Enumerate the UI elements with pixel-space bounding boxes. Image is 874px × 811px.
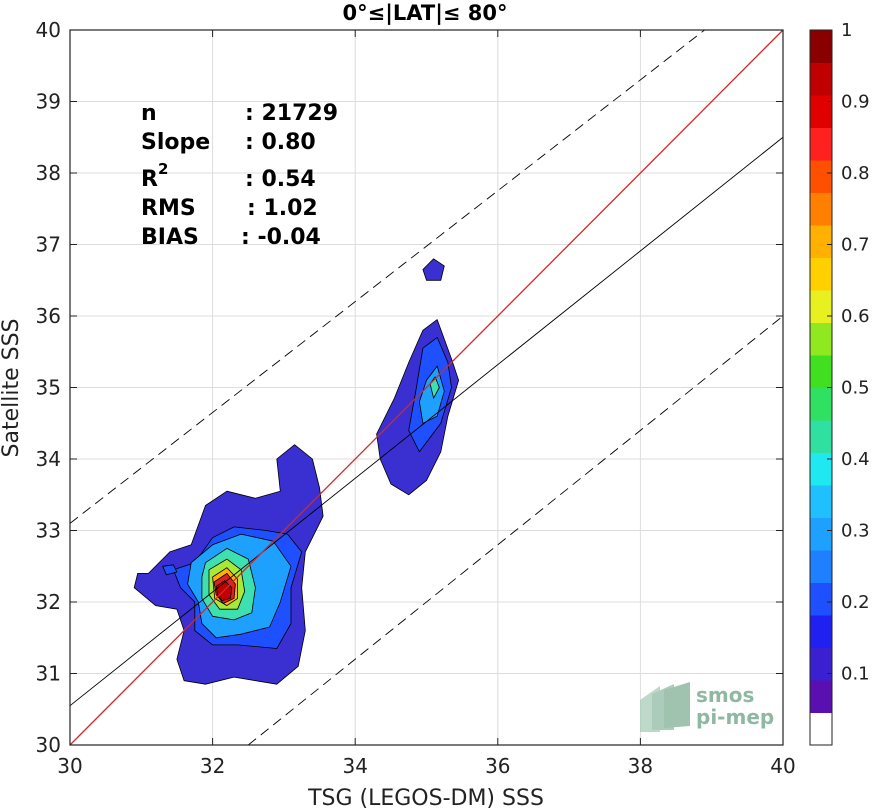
colorbar-swatch: [810, 62, 832, 96]
colorbar-swatch: [810, 290, 832, 323]
reference-lines: [69, 29, 784, 746]
colorbar-swatch: [810, 192, 832, 226]
bound-upper-line: [69, 29, 705, 524]
colorbar-swatch: [810, 452, 832, 486]
y-tick-label: 36: [36, 304, 61, 328]
colorbar-swatch: [810, 387, 832, 421]
y-tick-label: 32: [36, 590, 61, 614]
colorbar-swatch: [810, 420, 832, 453]
colorbar-tick-label: 0.1: [841, 664, 870, 685]
colorbar-tick-label: 0.6: [841, 306, 870, 327]
y-axis-label: Satellite SSS: [0, 319, 24, 458]
stat-rms-value: : 1.02: [247, 196, 318, 221]
logo-text-line2: pi-mep: [696, 705, 774, 729]
y-tick-label: 35: [36, 376, 61, 400]
logo-text-line1: smos: [696, 683, 754, 707]
colorbar-swatch: [810, 517, 832, 551]
chart-title: 0°≤|LAT|≤ 80°: [342, 1, 507, 26]
stat-r2-label: R2: [141, 160, 168, 192]
stats-block: n : 21729 Slope : 0.80 R2 : 0.54 RMS : 1…: [141, 101, 338, 250]
stat-n-label: n: [141, 101, 157, 126]
y-tick-label: 34: [36, 447, 61, 471]
stat-n-value: : 21729: [245, 101, 338, 126]
colorbar-swatch: [810, 712, 832, 746]
y-tick-label: 30: [36, 733, 61, 757]
colorbar-tick-label: 0.4: [841, 449, 870, 470]
smos-pimep-logo: smos pi-mep: [640, 682, 774, 732]
regression-line: [69, 136, 784, 707]
x-tick-label: 30: [57, 754, 82, 778]
stat-bias-label: BIAS: [141, 225, 199, 250]
stat-bias-value: : -0.04: [241, 225, 321, 250]
logo-mark-icon: [640, 682, 690, 732]
stat-r2-base: R: [141, 167, 158, 192]
colorbar-swatch: [810, 647, 832, 681]
x-tick-label: 38: [628, 754, 653, 778]
colorbar-tick-label: 0.2: [841, 592, 870, 613]
colorbar-swatch: [810, 95, 832, 128]
y-tick-label: 31: [36, 662, 61, 686]
stat-slope-value: : 0.80: [245, 130, 316, 155]
colorbar-swatch: [810, 680, 832, 713]
y-tick-label: 40: [36, 18, 61, 42]
contour-upper-0.3: [418, 365, 445, 424]
colorbar-swatch: [810, 30, 832, 63]
colorbar-tick-label: 0.3: [841, 521, 870, 542]
colorbar-tick-label: 1: [841, 20, 852, 41]
x-tick-label: 40: [770, 754, 795, 778]
colorbar-swatch: [810, 160, 832, 193]
x-tick-label: 32: [200, 754, 225, 778]
stat-rms-label: RMS: [141, 196, 196, 221]
colorbar-tick-label: 0.7: [841, 235, 870, 256]
contour-isolated-0.1: [422, 258, 445, 281]
colorbar: 0.1 0.2 0.3 0.4 0.5 0.6 0.7 0.8 0.9 1: [809, 20, 870, 746]
density-contours: [133, 258, 460, 685]
y-tick-label: 38: [36, 161, 61, 185]
colorbar-swatch: [810, 355, 832, 388]
stat-r2-value: : 0.54: [245, 167, 316, 192]
bound-lower-line: [247, 315, 784, 746]
x-axis-label: TSG (LEGOS-DM) SSS: [307, 786, 544, 811]
colorbar-swatch: [810, 550, 832, 583]
stat-slope-label: Slope: [141, 130, 210, 155]
y-tick-label: 39: [36, 90, 61, 114]
y-tick-label: 37: [36, 233, 61, 257]
contour-small-left-0.2: [162, 564, 178, 576]
colorbar-swatch: [810, 615, 832, 648]
x-tick-label: 36: [485, 754, 510, 778]
colorbar-swatch: [810, 322, 832, 356]
axes: 30 32 34 36 38 40 30 31 32 33 34 35 36 37 38 39 40: [36, 18, 796, 778]
colorbar-tick-label: 0.9: [841, 92, 870, 113]
identity-line: [69, 29, 784, 746]
colorbar-tick-label: 0.5: [841, 378, 870, 399]
y-tick-label: 33: [36, 519, 61, 543]
colorbar-swatch: [810, 257, 832, 291]
colorbar-swatch: [810, 582, 832, 616]
colorbar-swatch: [810, 127, 832, 161]
colorbar-tick-label: 0.8: [841, 163, 870, 184]
x-tick-label: 34: [342, 754, 367, 778]
colorbar-swatch: [810, 485, 832, 518]
stat-r2-sup: 2: [158, 160, 168, 178]
colorbar-swatch: [810, 225, 832, 258]
